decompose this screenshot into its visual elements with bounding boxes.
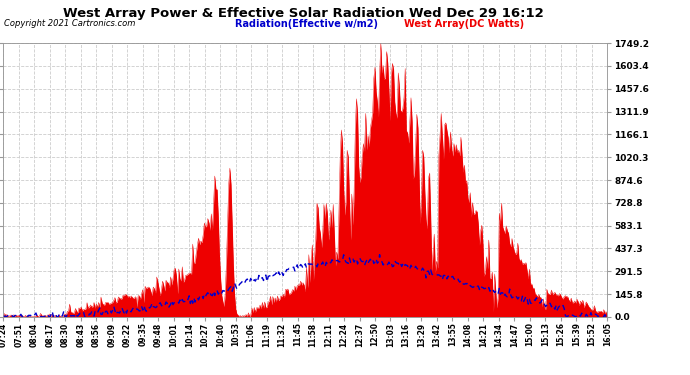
Text: Radiation(Effective w/m2): Radiation(Effective w/m2) (235, 19, 377, 29)
Text: Copyright 2021 Cartronics.com: Copyright 2021 Cartronics.com (4, 19, 135, 28)
Text: West Array(DC Watts): West Array(DC Watts) (404, 19, 524, 29)
Text: West Array Power & Effective Solar Radiation Wed Dec 29 16:12: West Array Power & Effective Solar Radia… (63, 8, 544, 21)
